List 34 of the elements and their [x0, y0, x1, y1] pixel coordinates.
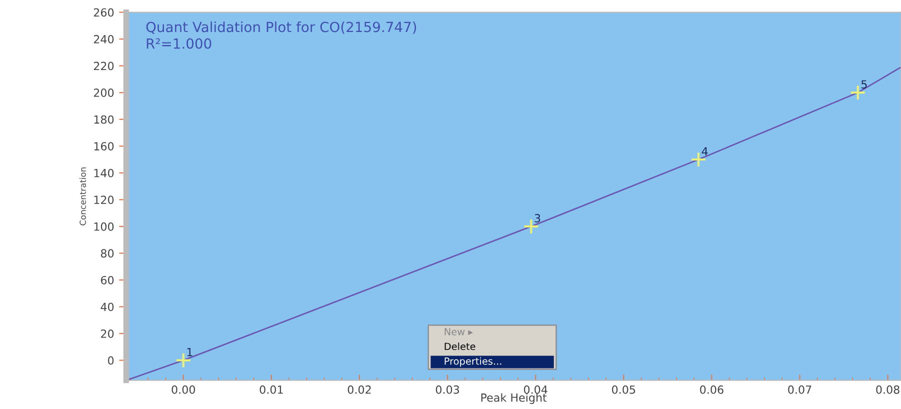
x-tick-label: 0.05: [612, 385, 636, 394]
y-tick-label: 100: [94, 222, 114, 231]
x-tick-label: 0.02: [348, 385, 371, 394]
y-tick-label: 180: [94, 115, 114, 124]
y-tick-label: 40: [100, 302, 114, 312]
annotation: 4: [702, 147, 708, 156]
annotation: Properties...: [444, 357, 502, 367]
x-tick-label: 0.07: [788, 385, 812, 394]
x-tick-label: 0.08: [876, 385, 900, 394]
y-tick-label: 60: [100, 276, 114, 284]
y-tick-label: 80: [100, 249, 114, 258]
annotation: 3: [534, 214, 540, 222]
y-tick-label: 220: [94, 62, 114, 70]
annotation: New ▸: [444, 328, 473, 336]
x-axis-title: Peak Height: [481, 393, 547, 404]
x-tick-label: 0.04: [524, 385, 548, 394]
y-tick-label: 260: [94, 8, 114, 17]
annotation: Delete: [444, 342, 476, 350]
y-tick-label: 140: [94, 168, 114, 178]
y-tick-label: 20: [101, 329, 114, 338]
y-tick-label: 160: [94, 142, 114, 151]
y-tick-label: 120: [94, 196, 114, 204]
y-tick-label: 200: [94, 88, 114, 97]
y-tick-label: 240: [94, 35, 114, 44]
text: Quant Validation Plot for CO(2159.747): [146, 21, 416, 34]
annotation: 5: [861, 80, 867, 89]
x-tick-label: 0.01: [260, 385, 283, 394]
y-axis-title: Concentration: [80, 168, 86, 226]
text: R²=1.000: [146, 38, 212, 49]
x-tick-label: 0.06: [700, 385, 724, 394]
y-tick-label: 0: [108, 356, 114, 365]
x-tick-label: 0.00: [172, 385, 196, 394]
annotation: 1: [187, 348, 192, 356]
x-tick-label: 0.03: [436, 385, 460, 394]
